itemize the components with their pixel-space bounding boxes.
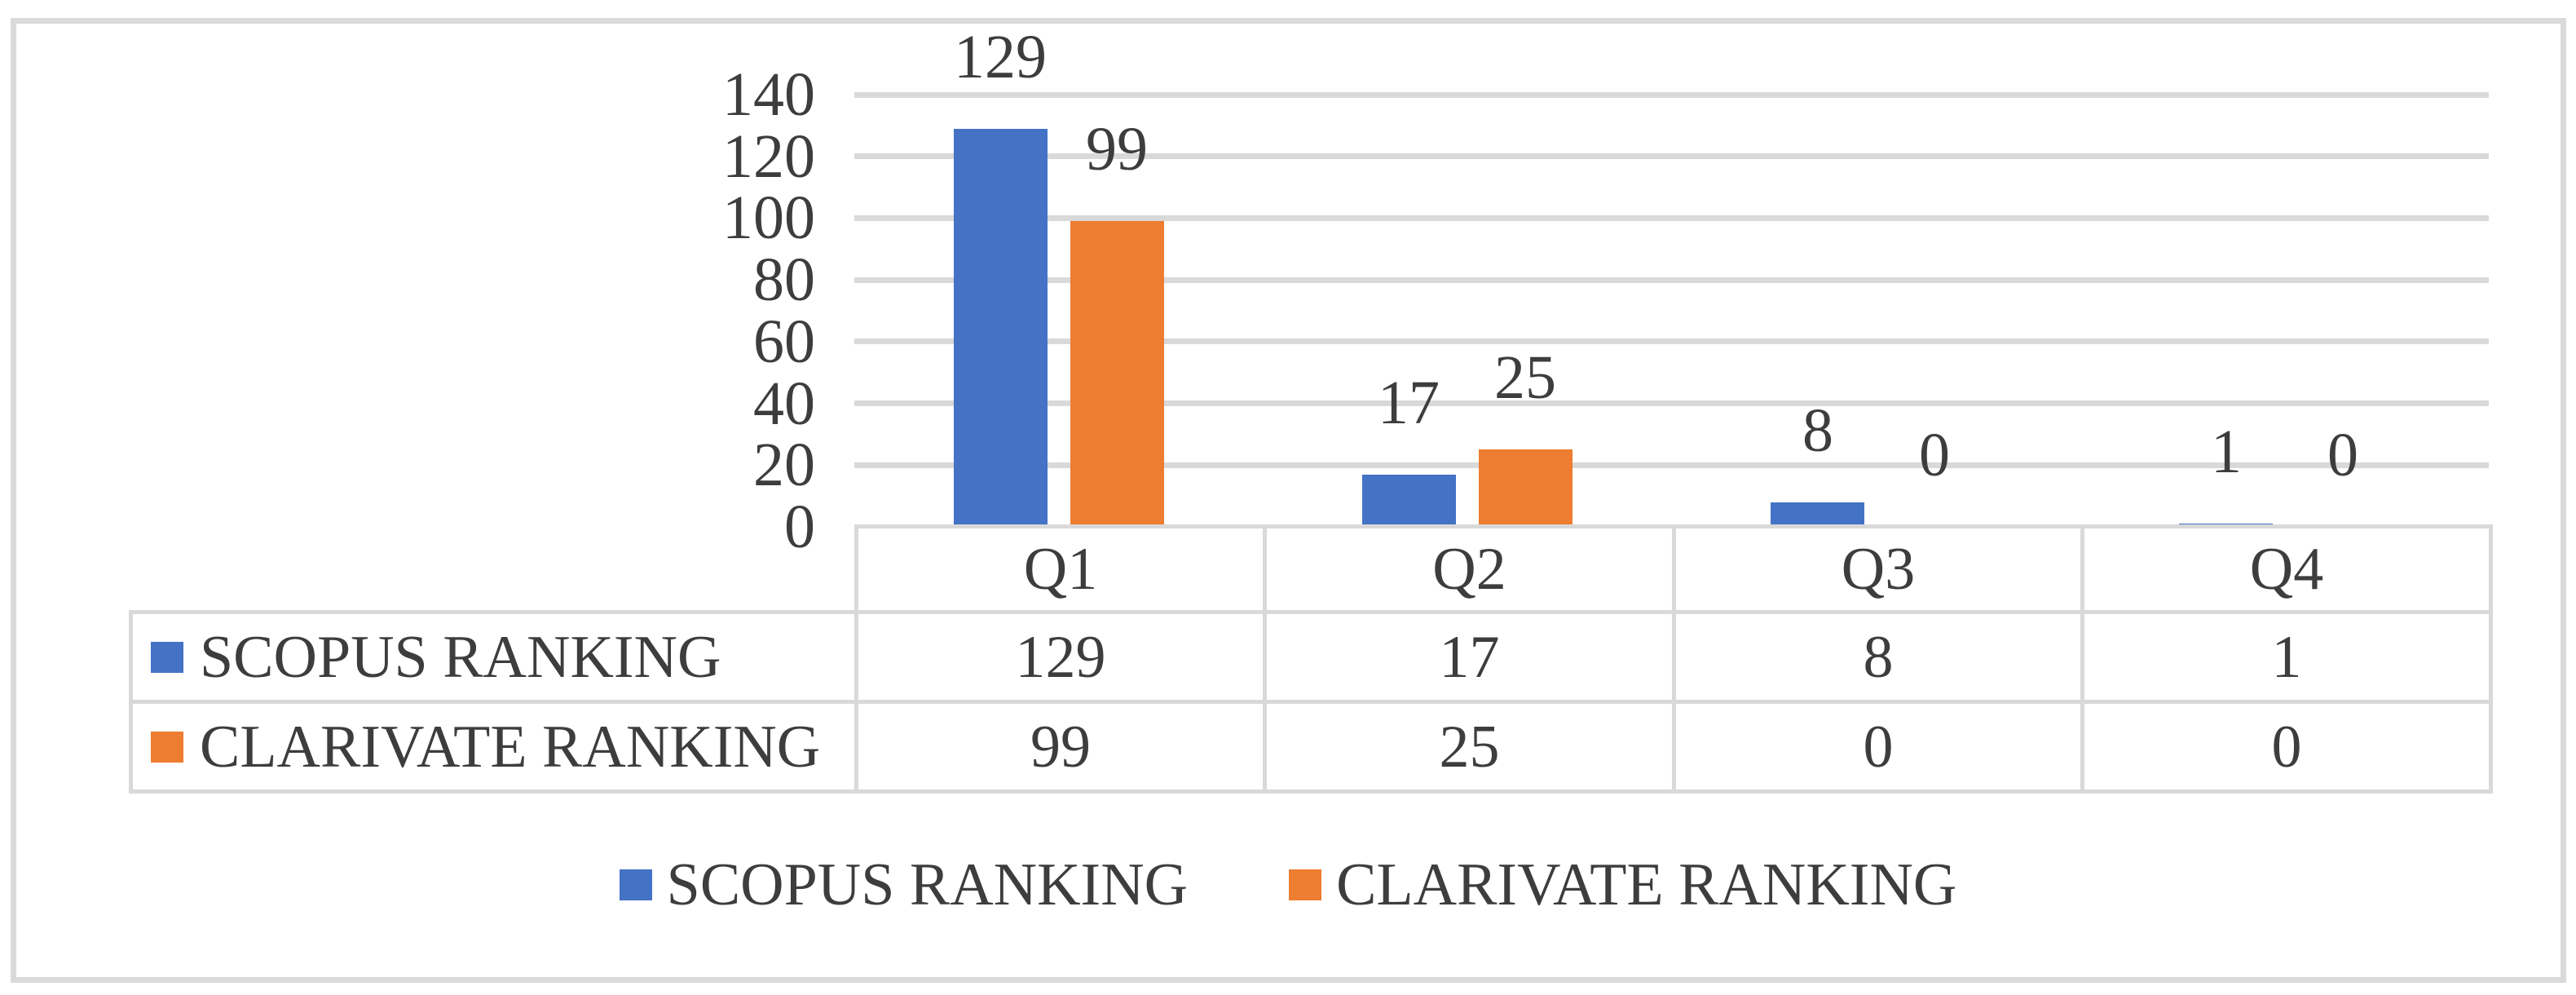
y-axis-label: 100 — [722, 184, 815, 252]
bar-scopus-ranking-q1 — [954, 129, 1048, 527]
data-label: 25 — [1494, 343, 1556, 412]
legend-label: SCOPUS RANKING — [666, 851, 1189, 918]
table-category-header: Q3 — [1672, 524, 2084, 614]
legend-key-blue — [151, 641, 183, 673]
gridline — [854, 215, 2489, 221]
data-label: 1 — [2211, 418, 2242, 486]
plot-area: 129 17 8 1 99 25 0 0 — [854, 26, 2489, 527]
y-axis-label: 140 — [722, 60, 815, 129]
table-series-label: CLARIVATE RANKING — [200, 713, 821, 781]
bar-clarivate-ranking-q1 — [1070, 221, 1164, 527]
table-value-cell: 0 — [1672, 700, 2084, 794]
table-category-header: Q4 — [2080, 524, 2493, 614]
y-axis-label: 40 — [753, 369, 815, 438]
gridline — [854, 277, 2489, 283]
legend-label: CLARIVATE RANKING — [1336, 851, 1957, 918]
legend-key-orange — [1289, 869, 1322, 900]
data-label: 17 — [1378, 369, 1440, 437]
gridline — [854, 153, 2489, 159]
table-value-cell: 8 — [1672, 610, 2084, 704]
bar-clarivate-ranking-q2 — [1479, 449, 1573, 527]
legend-key-orange — [151, 731, 183, 763]
table-value-cell: 0 — [2080, 700, 2493, 794]
y-axis-label: 20 — [753, 431, 815, 499]
y-axis-label: 80 — [753, 245, 815, 314]
bar-scopus-ranking-q2 — [1362, 475, 1456, 527]
y-axis: 0 20 40 60 80 100 120 140 — [644, 62, 815, 559]
y-axis-label: 60 — [753, 307, 815, 376]
table-value-cell: 17 — [1263, 610, 1676, 704]
table-series-name: SCOPUS RANKING — [129, 610, 858, 704]
data-label: 99 — [1086, 115, 1148, 184]
bar-scopus-ranking-q3 — [1771, 502, 1864, 527]
y-axis-label: 120 — [722, 122, 815, 191]
data-label: 0 — [1919, 421, 1950, 489]
gridline — [854, 462, 2489, 468]
table-value-cell: 1 — [2080, 610, 2493, 704]
chart-border — [11, 18, 2566, 983]
table-category-header: Q1 — [854, 524, 1267, 614]
gridline — [854, 338, 2489, 344]
legend-item: CLARIVATE RANKING — [1289, 855, 1956, 915]
table-series-name: CLARIVATE RANKING — [129, 700, 858, 794]
table-series-label: SCOPUS RANKING — [200, 623, 721, 691]
data-label: 129 — [954, 23, 1047, 91]
data-label: 0 — [2327, 421, 2358, 489]
table-value-cell: 129 — [854, 610, 1267, 704]
table-value-cell: 25 — [1263, 700, 1676, 794]
y-axis-label: 0 — [784, 493, 815, 561]
legend-key-blue — [619, 869, 652, 900]
data-label: 8 — [1802, 396, 1833, 465]
legend-item: SCOPUS RANKING — [619, 851, 1189, 918]
table-category-header: Q2 — [1263, 524, 1676, 614]
gridline — [854, 92, 2489, 98]
chart-legend: SCOPUS RANKING CLARIVATE RANKING — [0, 848, 2576, 922]
gridline — [854, 400, 2489, 406]
table-value-cell: 99 — [854, 700, 1267, 794]
